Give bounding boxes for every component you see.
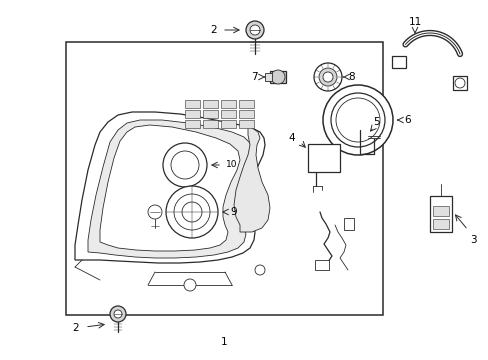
- Circle shape: [313, 63, 341, 91]
- Bar: [269, 71, 285, 83]
- Circle shape: [318, 68, 336, 86]
- Bar: [203, 100, 218, 108]
- Polygon shape: [234, 126, 269, 232]
- Text: 7: 7: [250, 72, 257, 82]
- Bar: [221, 100, 236, 108]
- Circle shape: [245, 21, 264, 39]
- Circle shape: [330, 93, 384, 147]
- Bar: [314, 260, 328, 270]
- Circle shape: [454, 78, 464, 88]
- Circle shape: [182, 202, 202, 222]
- Circle shape: [171, 151, 199, 179]
- Bar: [184, 120, 200, 128]
- Polygon shape: [88, 120, 251, 258]
- Circle shape: [254, 265, 264, 275]
- Text: 2: 2: [73, 323, 79, 333]
- Bar: [184, 100, 200, 108]
- Bar: [264, 73, 271, 81]
- Bar: [239, 100, 253, 108]
- Text: 4: 4: [288, 133, 295, 143]
- Bar: [203, 120, 218, 128]
- Bar: [343, 218, 353, 230]
- Bar: [391, 56, 405, 68]
- Bar: [66, 42, 382, 315]
- Bar: [432, 206, 448, 216]
- Text: 9: 9: [230, 207, 237, 217]
- Text: 10: 10: [226, 161, 237, 170]
- Circle shape: [114, 310, 122, 318]
- Text: 8: 8: [348, 72, 355, 82]
- Text: 3: 3: [469, 235, 475, 245]
- Polygon shape: [75, 112, 264, 263]
- Text: 5: 5: [372, 117, 379, 127]
- Text: 6: 6: [404, 115, 410, 125]
- Circle shape: [270, 70, 285, 84]
- Bar: [307, 144, 339, 172]
- Bar: [429, 196, 451, 232]
- Circle shape: [148, 205, 162, 219]
- Bar: [239, 120, 253, 128]
- Circle shape: [165, 186, 218, 238]
- Bar: [221, 110, 236, 118]
- Bar: [452, 76, 466, 90]
- Circle shape: [249, 25, 260, 35]
- Circle shape: [110, 306, 126, 322]
- Bar: [203, 110, 218, 118]
- Circle shape: [323, 85, 392, 155]
- Circle shape: [163, 143, 206, 187]
- Bar: [221, 120, 236, 128]
- Circle shape: [323, 72, 332, 82]
- Bar: [239, 110, 253, 118]
- Circle shape: [174, 194, 209, 230]
- Circle shape: [183, 279, 196, 291]
- Text: 1: 1: [220, 337, 227, 347]
- Bar: [184, 110, 200, 118]
- Polygon shape: [100, 125, 240, 251]
- Text: 11: 11: [407, 17, 421, 27]
- Bar: [432, 219, 448, 229]
- Text: 2: 2: [210, 25, 217, 35]
- Circle shape: [335, 98, 379, 142]
